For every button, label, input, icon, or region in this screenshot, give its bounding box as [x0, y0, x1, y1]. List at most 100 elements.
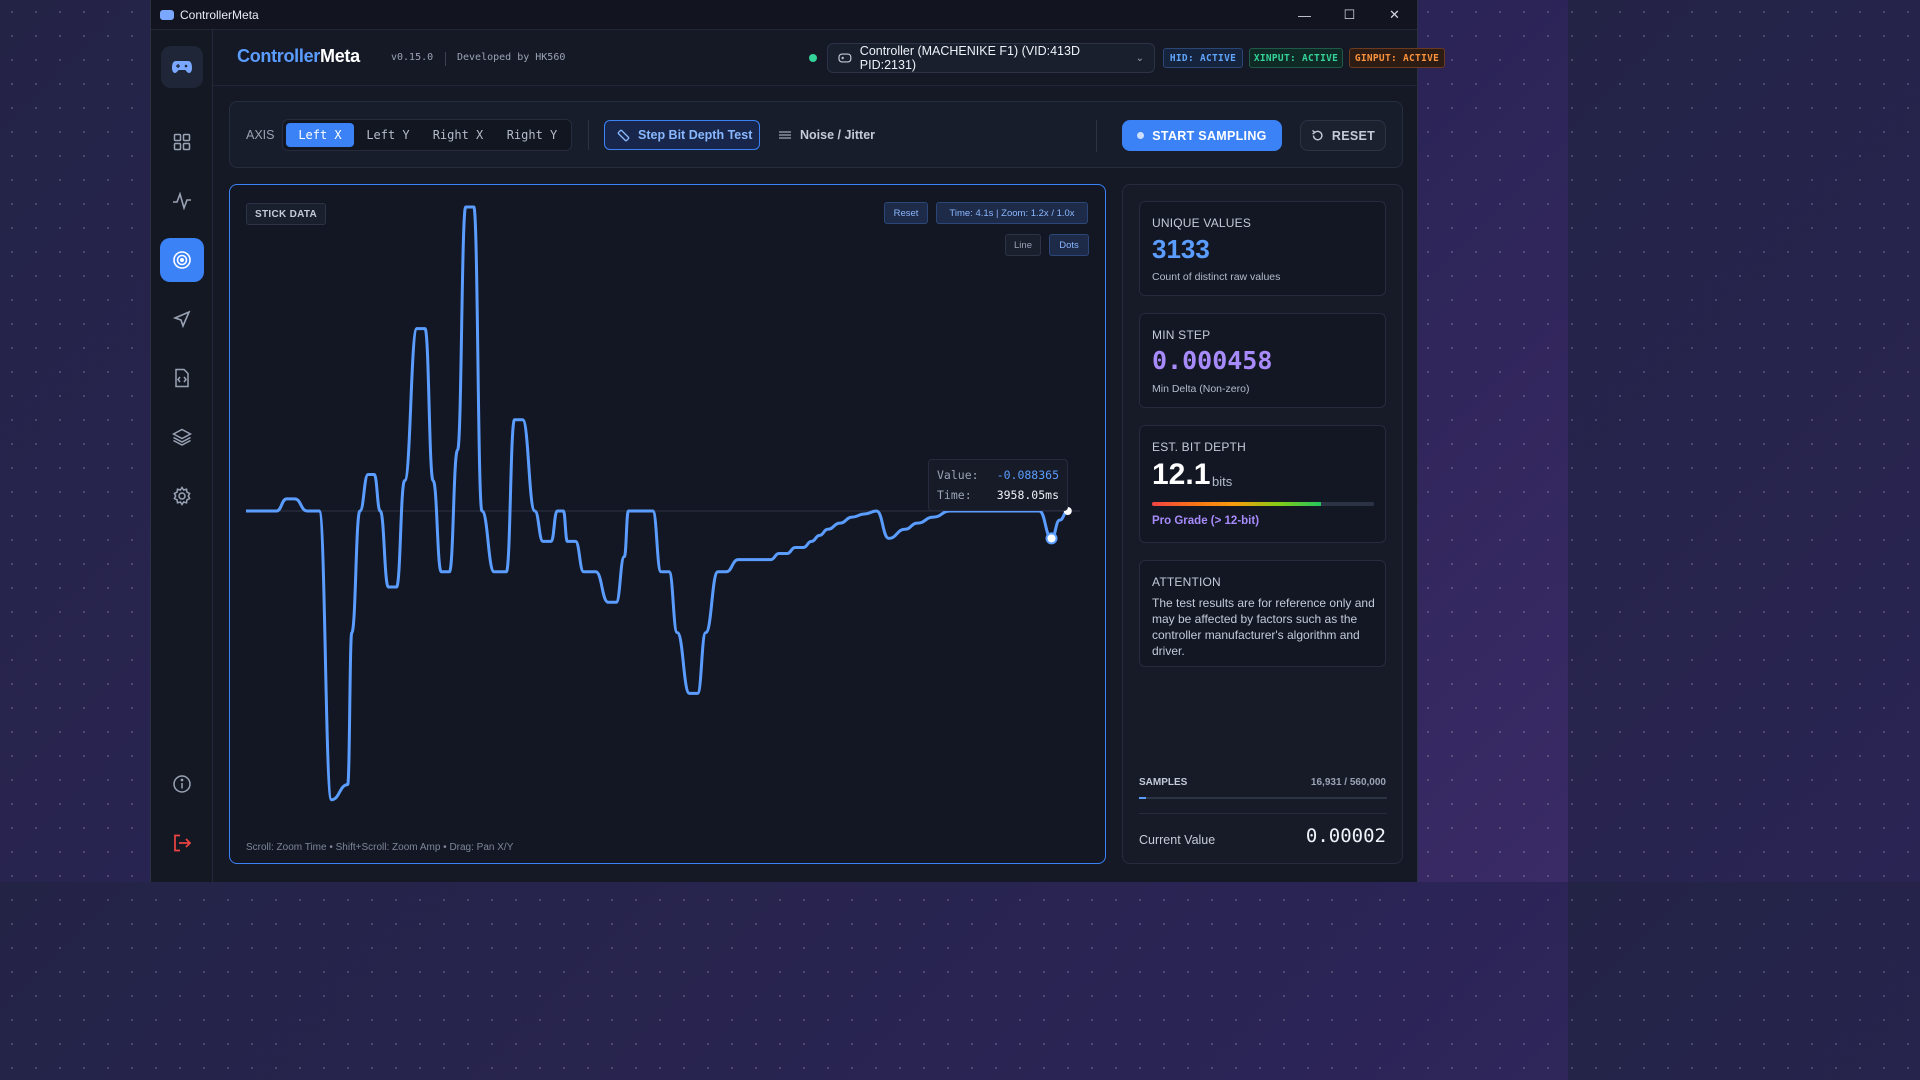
brand-part-2: Meta [320, 46, 360, 66]
min-step-label: MIN STEP [1152, 328, 1211, 342]
start-sampling-label: START SAMPLING [1152, 128, 1267, 143]
refresh-icon [1311, 129, 1323, 141]
send-icon [173, 310, 191, 328]
sidebar-item-layers[interactable] [160, 415, 204, 459]
samples-label: SAMPLES [1139, 777, 1188, 788]
layers-icon [172, 428, 192, 446]
gamepad-icon [172, 61, 192, 73]
bit-depth-gauge [1152, 502, 1374, 506]
sidebar-item-scripts[interactable] [160, 356, 204, 400]
unique-values-value: 3133 [1152, 234, 1210, 264]
tab-left-y[interactable]: Left Y [366, 128, 410, 142]
stats-panel: UNIQUE VALUES 3133 Count of distinct raw… [1122, 184, 1403, 864]
close-button[interactable]: ✕ [1389, 7, 1400, 22]
start-sampling-button[interactable]: START SAMPLING [1122, 120, 1282, 151]
gamepad-app-icon [160, 9, 174, 20]
unique-values-label: UNIQUE VALUES [1152, 216, 1252, 230]
stick-data-chart-panel[interactable]: STICK DATA Reset Time: 4.1s | Zoom: 1.2x… [229, 184, 1106, 864]
brand-part-1: Controller [237, 46, 321, 66]
bit-depth-gauge-fill [1152, 502, 1321, 506]
chart-tooltip: Value: -0.088365 Time: 3958.05ms [928, 459, 1068, 511]
gamepad-icon [838, 53, 852, 63]
chart-time-zoom-info: Time: 4.1s | Zoom: 1.2x / 1.0x [936, 202, 1088, 224]
bit-depth-label: EST. BIT DEPTH [1152, 440, 1246, 454]
attention-label: ATTENTION [1152, 575, 1221, 589]
record-dot-icon [1137, 132, 1145, 139]
min-step-value: 0.000458 [1152, 346, 1273, 375]
dots-mode-button[interactable]: Dots [1049, 234, 1089, 256]
stick-series-line [246, 205, 1069, 802]
file-code-icon [175, 368, 189, 388]
current-value-label: Current Value [1139, 833, 1216, 847]
tab-right-y[interactable]: Right Y [506, 128, 558, 142]
bit-depth-grade: Pro Grade (> 12-bit) [1152, 515, 1260, 527]
brand-title: ControllerMeta [237, 46, 360, 67]
tooltip-value: -0.088365 [996, 468, 1059, 482]
line-mode-button[interactable]: Line [1005, 234, 1041, 256]
sidebar-item-settings[interactable] [160, 474, 204, 518]
current-value: 0.00002 [1305, 825, 1386, 847]
version-label: v0.15.0 [391, 52, 447, 66]
info-icon [173, 775, 191, 793]
chart-controls-hint: Scroll: Zoom Time • Shift+Scroll: Zoom A… [246, 842, 514, 853]
chevron-down-icon: ⌄ [1135, 52, 1144, 64]
tab-left-x[interactable]: Left X [286, 123, 354, 147]
test-toolbar: AXIS Left X Left Y Right X Right Y Step … [229, 101, 1403, 168]
axis-label: AXIS [246, 128, 275, 142]
title-bar: ControllerMeta — ☐ ✕ [151, 0, 1417, 30]
min-step-description: Min Delta (Non-zero) [1152, 383, 1250, 395]
chart-reset-button[interactable]: Reset [884, 202, 928, 224]
sidebar-item-navigate[interactable] [160, 297, 204, 341]
logout-icon [174, 834, 192, 852]
hid-status-badge: HID: ACTIVE [1163, 48, 1243, 68]
sidebar-item-dashboard[interactable] [160, 120, 204, 164]
tooltip-time-label: Time: [937, 488, 972, 502]
min-step-card: MIN STEP 0.000458 Min Delta (Non-zero) [1139, 313, 1386, 408]
stick-data-chart[interactable] [230, 185, 1107, 865]
samples-progress-bar [1139, 797, 1387, 799]
maximize-button[interactable]: ☐ [1343, 7, 1356, 22]
bit-depth-value: 12.1 [1152, 458, 1211, 491]
hover-point-marker [1045, 532, 1058, 545]
controller-select[interactable]: Controller (MACHENIKE F1) (VID:413D PID:… [827, 43, 1155, 73]
minimize-button[interactable]: — [1298, 7, 1311, 23]
tooltip-value-label: Value: [937, 468, 979, 482]
reset-label: RESET [1331, 128, 1376, 143]
noise-jitter-button[interactable]: Noise / Jitter [778, 120, 875, 150]
samples-progress-fill [1139, 797, 1147, 799]
controller-select-value: Controller (MACHENIKE F1) (VID:413D PID:… [859, 44, 1080, 72]
unique-values-description: Count of distinct raw values [1152, 271, 1281, 283]
developer-label: Developed by HK560 [457, 52, 566, 63]
samples-count: 16,931 / 560,000 [1310, 777, 1386, 788]
connection-status-dot [809, 54, 817, 62]
tab-right-x[interactable]: Right X [432, 128, 484, 142]
window-title: ControllerMeta [180, 7, 259, 22]
attention-text: The test results are for reference only … [1152, 596, 1375, 658]
divider [588, 120, 589, 150]
sidebar-item-activity[interactable] [160, 179, 204, 223]
sidebar-item-stick-test[interactable] [160, 238, 204, 282]
noise-jitter-label: Noise / Jitter [800, 128, 876, 142]
app-window: ControllerMeta — ☐ ✕ [150, 0, 1445, 882]
app-logo[interactable] [161, 46, 203, 88]
step-bit-depth-test-button[interactable]: Step Bit Depth Test [604, 120, 760, 150]
step-bit-depth-test-label: Step Bit Depth Test [638, 128, 753, 142]
ruler-icon [617, 129, 630, 141]
divider [1096, 120, 1097, 152]
axis-tab-group: Left X Left Y Right X Right Y [282, 119, 572, 151]
bit-depth-unit: bits [1212, 474, 1233, 489]
divider [1139, 813, 1387, 814]
sidebar [151, 30, 213, 882]
sidebar-item-logout[interactable] [160, 821, 204, 865]
sidebar-item-info[interactable] [160, 762, 204, 806]
attention-card: ATTENTION The test results are for refer… [1139, 560, 1386, 667]
reset-button[interactable]: RESET [1300, 120, 1386, 151]
xinput-status-badge: XINPUT: ACTIVE [1249, 48, 1343, 68]
app-header: ControllerMeta v0.15.0 Developed by HK56… [213, 30, 1445, 86]
unique-values-card: UNIQUE VALUES 3133 Count of distinct raw… [1139, 201, 1386, 296]
sliders-icon [779, 131, 791, 139]
target-icon [173, 251, 191, 269]
gear-icon [173, 486, 191, 506]
tooltip-time: 3958.05ms [996, 488, 1059, 502]
pulse-icon [173, 192, 191, 210]
